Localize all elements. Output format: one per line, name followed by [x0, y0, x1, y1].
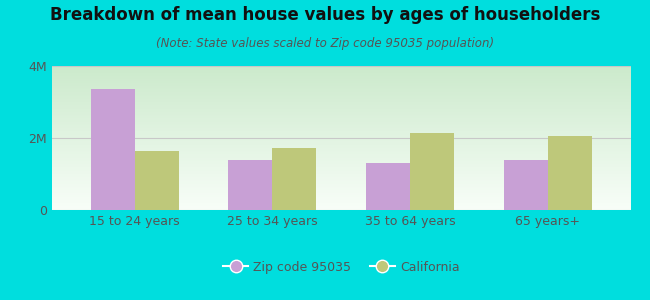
Bar	[504, 160, 548, 210]
Bar	[366, 163, 410, 210]
Bar	[228, 160, 272, 210]
Bar	[548, 136, 592, 210]
Text: (Note: State values scaled to Zip code 95035 population): (Note: State values scaled to Zip code 9…	[156, 38, 494, 50]
Bar	[90, 89, 135, 210]
Bar	[410, 133, 454, 210]
Text: Breakdown of mean house values by ages of householders: Breakdown of mean house values by ages o…	[50, 6, 600, 24]
Bar	[135, 151, 179, 210]
Bar	[272, 148, 317, 210]
Legend: Zip code 95035, California: Zip code 95035, California	[218, 256, 465, 279]
